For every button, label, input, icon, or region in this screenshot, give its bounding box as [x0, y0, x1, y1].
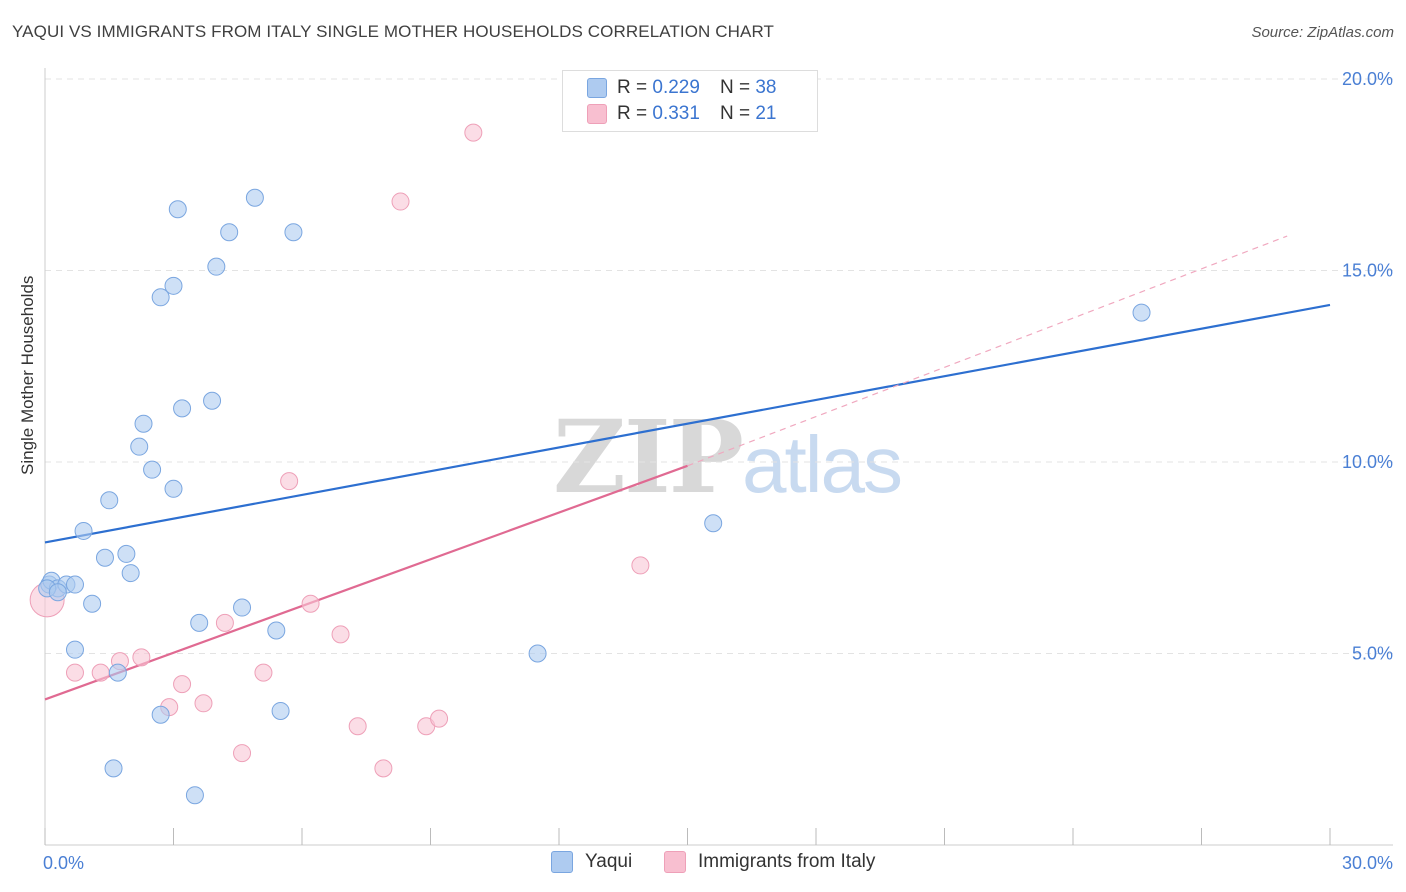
- x-tick-label: 30.0%: [1342, 853, 1393, 873]
- legend-r-value: 0.229: [652, 77, 700, 98]
- point-yaqui: [100, 491, 119, 510]
- legend-n-label: N =: [719, 77, 751, 98]
- point-italy: [331, 625, 350, 644]
- point-yaqui: [95, 548, 114, 567]
- point-yaqui: [65, 575, 84, 594]
- y-tick-label: 5.0%: [1352, 644, 1393, 664]
- legend-r-label: R =: [617, 77, 648, 98]
- axes: [44, 68, 1393, 846]
- y-tick-label: 10.0%: [1342, 452, 1393, 472]
- point-yaqui: [207, 257, 226, 276]
- series-swatch-yaqui: [551, 851, 573, 873]
- source-credit: Source: ZipAtlas.com: [1251, 24, 1394, 41]
- point-yaqui: [151, 705, 170, 724]
- chart-title: YAQUI VS IMMIGRANTS FROM ITALY SINGLE MO…: [12, 22, 775, 41]
- point-italy: [430, 709, 449, 728]
- stats-legend: R = 0.229 N = 38 R = 0.331 N = 21: [562, 70, 818, 132]
- watermark-atlas: atlas: [741, 420, 903, 509]
- point-yaqui: [203, 391, 222, 410]
- point-yaqui: [83, 594, 102, 613]
- trend-line-yaqui: [44, 303, 1331, 544]
- point-yaqui: [151, 288, 170, 307]
- point-yaqui: [130, 437, 149, 456]
- point-italy: [91, 663, 110, 682]
- point-yaqui: [104, 759, 123, 778]
- point-italy: [173, 675, 192, 694]
- point-yaqui: [164, 276, 183, 295]
- point-yaqui: [121, 564, 140, 583]
- point-yaqui: [65, 640, 84, 659]
- point-yaqui: [173, 399, 192, 418]
- tick-labels: 5.0% 10.0% 15.0% 20.0% 0.0% 30.0%: [43, 69, 1393, 873]
- point-yaqui: [108, 663, 127, 682]
- point-yaqui: [185, 786, 204, 805]
- legend-r-label: R =: [617, 103, 648, 124]
- point-yaqui: [528, 644, 547, 663]
- point-yaqui: [74, 521, 93, 540]
- series-legend-italy: Immigrants from Italy: [664, 851, 875, 873]
- grid-lines: [45, 78, 1393, 654]
- point-yaqui: [267, 621, 286, 640]
- series-label-italy: Immigrants from Italy: [698, 851, 876, 872]
- series-label-yaqui: Yaqui: [585, 851, 633, 872]
- legend-row-yaqui: R = 0.229 N = 38: [587, 75, 776, 101]
- point-yaqui: [233, 598, 252, 617]
- point-italy: [280, 472, 299, 491]
- point-italy: [464, 123, 483, 142]
- point-italy: [132, 648, 151, 667]
- point-yaqui: [134, 414, 153, 433]
- point-yaqui: [143, 460, 162, 479]
- point-italy: [391, 192, 410, 211]
- point-italy: [301, 594, 320, 613]
- point-yaqui: [245, 188, 264, 207]
- point-yaqui: [48, 583, 67, 602]
- legend-n-value: 21: [755, 103, 777, 124]
- series-legend: Yaqui Immigrants from Italy: [0, 851, 1406, 877]
- point-italy: [254, 663, 273, 682]
- y-tick-label: 20.0%: [1342, 69, 1393, 89]
- point-yaqui: [168, 200, 187, 219]
- legend-row-italy: R = 0.331 N = 21: [587, 101, 776, 127]
- trend-lines: [44, 235, 1331, 701]
- data-points: [29, 123, 1151, 805]
- point-yaqui: [1132, 303, 1151, 322]
- point-italy: [65, 663, 84, 682]
- legend-swatch-italy: [587, 104, 607, 124]
- point-yaqui: [164, 479, 183, 498]
- point-yaqui: [220, 223, 239, 242]
- point-yaqui: [284, 223, 303, 242]
- point-italy: [233, 744, 252, 763]
- trend-line-italy-extension: [687, 235, 1288, 467]
- point-italy: [194, 694, 213, 713]
- legend-r-value: 0.331: [652, 103, 700, 124]
- series-swatch-italy: [664, 851, 686, 873]
- legend-n-value: 38: [755, 77, 777, 98]
- point-italy: [374, 759, 393, 778]
- trend-line-italy: [44, 464, 688, 701]
- point-yaqui: [704, 514, 723, 533]
- point-italy: [348, 717, 367, 736]
- point-italy: [631, 556, 650, 575]
- point-yaqui: [190, 613, 209, 632]
- point-yaqui: [271, 701, 290, 720]
- legend-swatch-yaqui: [587, 78, 607, 98]
- zipatlas-watermark: ZIPatlas: [553, 398, 903, 516]
- point-yaqui: [117, 544, 136, 563]
- point-italy: [215, 613, 234, 632]
- y-tick-label: 15.0%: [1342, 261, 1393, 281]
- legend-n-label: N =: [719, 103, 751, 124]
- x-tick-label: 0.0%: [43, 853, 84, 873]
- series-legend-yaqui: Yaqui: [551, 851, 632, 873]
